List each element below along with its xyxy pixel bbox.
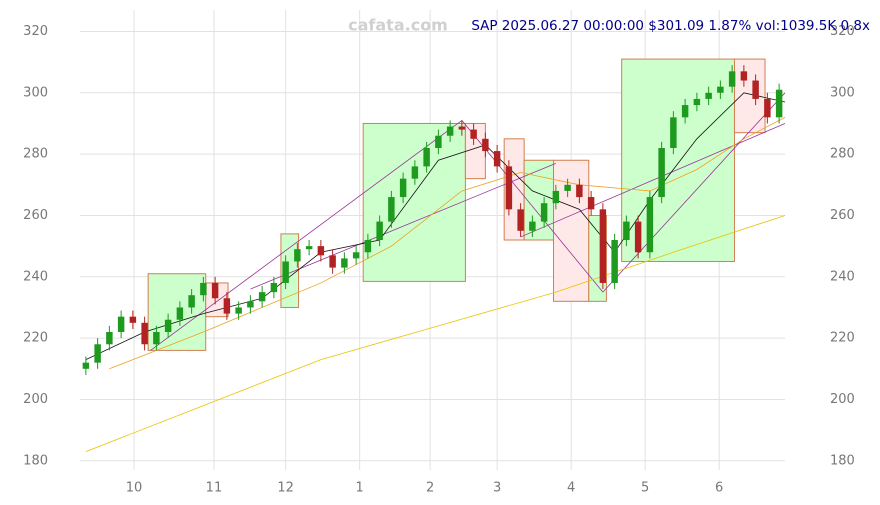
x-tick-label: 10 (126, 481, 143, 496)
zone-box (733, 58, 766, 134)
candle-body (552, 190, 560, 204)
trend-line (602, 92, 786, 293)
x-tick-label: 11 (206, 481, 223, 496)
candle-body (106, 332, 113, 345)
candle-body (670, 117, 677, 148)
candle-body (775, 89, 783, 118)
candle-body (658, 148, 665, 198)
y-tick-label-right: 220 (830, 331, 855, 346)
candle-body (376, 221, 383, 240)
candle-body (399, 178, 407, 198)
candle-body (388, 197, 395, 222)
y-tick-label: 240 (23, 269, 48, 284)
trend-line (520, 123, 786, 238)
candle-body (141, 322, 148, 345)
candle-body (576, 184, 583, 198)
candle-body (623, 221, 630, 240)
zone-box (523, 159, 555, 241)
moving-average (85, 215, 786, 452)
x-tick-label: 4 (567, 481, 575, 496)
candle-body (564, 184, 571, 191)
candle-body (341, 258, 348, 268)
x-tick-label: 3 (493, 481, 501, 496)
candle-body (117, 316, 125, 332)
y-tick-label: 180 (23, 453, 48, 468)
candle-body (129, 316, 137, 323)
candle-body (282, 261, 289, 283)
candle-body (705, 92, 712, 99)
candle-body (540, 203, 548, 222)
candle-body (446, 126, 454, 136)
candle-body (329, 255, 336, 268)
candle-body (176, 307, 184, 320)
y-tick-label-right: 280 (830, 147, 855, 162)
candle-body (752, 80, 759, 99)
candle-body (247, 301, 254, 308)
candle-body (693, 98, 701, 106)
x-tick-label: 1 (356, 481, 364, 496)
trend-line (150, 120, 463, 351)
y-tick-label: 200 (23, 392, 48, 407)
x-tick-label: 6 (715, 481, 723, 496)
candle-body (529, 221, 536, 231)
candle-body (681, 105, 689, 118)
candle-body (611, 240, 618, 283)
candle-body (188, 295, 195, 308)
candle-body (646, 197, 654, 253)
candle-body (364, 240, 372, 253)
y-tick-label: 320 (23, 24, 48, 39)
y-tick-label-right: 320 (830, 24, 855, 39)
candle-body (435, 135, 442, 148)
candle-body (458, 126, 466, 130)
x-tick-label: 2 (426, 481, 434, 496)
candle-body (317, 246, 325, 256)
y-tick-label-right: 200 (830, 392, 855, 407)
candle-body (517, 209, 524, 231)
candle-body (505, 166, 513, 210)
zone-box (362, 122, 466, 282)
candle-body (258, 292, 266, 302)
y-tick-label-right: 300 (830, 85, 855, 100)
chart-title: SAP 2025.06.27 00:00:00 $301.09 1.87% vo… (471, 18, 870, 34)
moving-average (109, 116, 786, 370)
y-tick-label: 260 (23, 208, 48, 223)
candle-body (94, 344, 101, 363)
candle-body (153, 332, 160, 345)
candle-body (164, 319, 172, 332)
candle-body (587, 197, 595, 210)
candle-body (211, 282, 219, 299)
candle-body (305, 246, 313, 250)
candle-body (493, 151, 501, 167)
candle-body (470, 129, 477, 139)
trend-line (250, 162, 557, 290)
watermark: cafata.com (348, 16, 448, 35)
candle-body (728, 71, 736, 87)
candle-body (411, 166, 419, 179)
candle-body (634, 221, 642, 253)
zone-box (553, 159, 590, 302)
candle-body (200, 282, 207, 296)
candle-body (423, 148, 430, 167)
candle-body (235, 307, 242, 314)
candle-body (223, 298, 231, 314)
candle-body (352, 252, 360, 259)
y-tick-label: 300 (23, 85, 48, 100)
y-tick-label-right: 260 (830, 208, 855, 223)
y-tick-label: 220 (23, 331, 48, 346)
y-tick-label-right: 240 (830, 269, 855, 284)
candle-body (270, 282, 278, 293)
candle-body (599, 209, 607, 283)
candle-body (482, 138, 489, 152)
candle-body (294, 249, 301, 262)
candle-body (717, 86, 724, 93)
candle-body (764, 98, 771, 118)
candle-body (740, 71, 748, 81)
candle-body (82, 362, 90, 369)
x-tick-label: 5 (641, 481, 649, 496)
y-tick-label-right: 180 (830, 453, 855, 468)
y-tick-label: 280 (23, 147, 48, 162)
x-tick-label: 12 (277, 481, 294, 496)
